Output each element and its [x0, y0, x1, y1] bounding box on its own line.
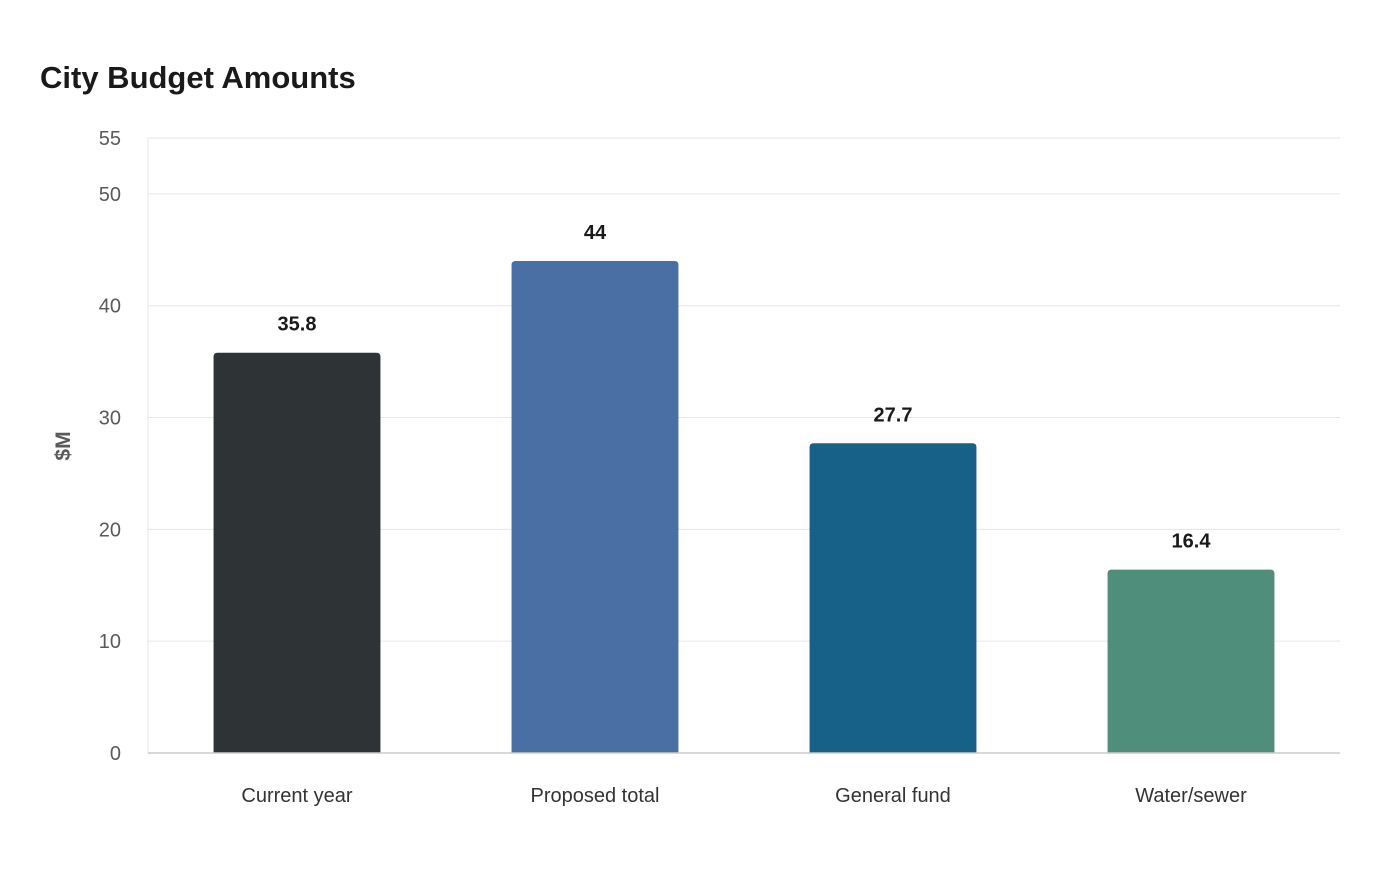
y-tick-label: 0 [110, 743, 121, 765]
data-labels: 35.8 44 27.7 16.4 [278, 222, 1212, 553]
y-axis-ticks: 0 10 20 30 40 50 55 [99, 128, 121, 765]
data-label: 16.4 [1172, 531, 1212, 553]
y-tick-label: 30 [99, 408, 121, 430]
bars [213, 261, 1275, 753]
y-tick-label: 50 [99, 184, 121, 206]
bar [213, 352, 381, 753]
x-tick-label: General fund [835, 785, 951, 807]
data-label: 35.8 [278, 314, 317, 336]
data-label: 44 [584, 222, 607, 244]
bar [511, 261, 679, 753]
y-tick-label: 20 [99, 519, 121, 541]
data-label: 27.7 [874, 404, 913, 426]
y-tick-label: 40 [99, 296, 121, 318]
x-tick-label: Proposed total [531, 785, 660, 807]
x-tick-label: Current year [241, 785, 352, 807]
chart-title: City Budget Amounts [40, 60, 356, 95]
x-axis-ticks: Current year Proposed total General fund Wa… [241, 785, 1247, 807]
x-tick-label: Water/sewer [1135, 785, 1247, 807]
y-tick-label: 10 [99, 631, 121, 653]
y-tick-label: 55 [99, 128, 121, 150]
y-axis-title: $M [52, 431, 75, 460]
bar [809, 443, 977, 753]
bar [1107, 569, 1275, 753]
